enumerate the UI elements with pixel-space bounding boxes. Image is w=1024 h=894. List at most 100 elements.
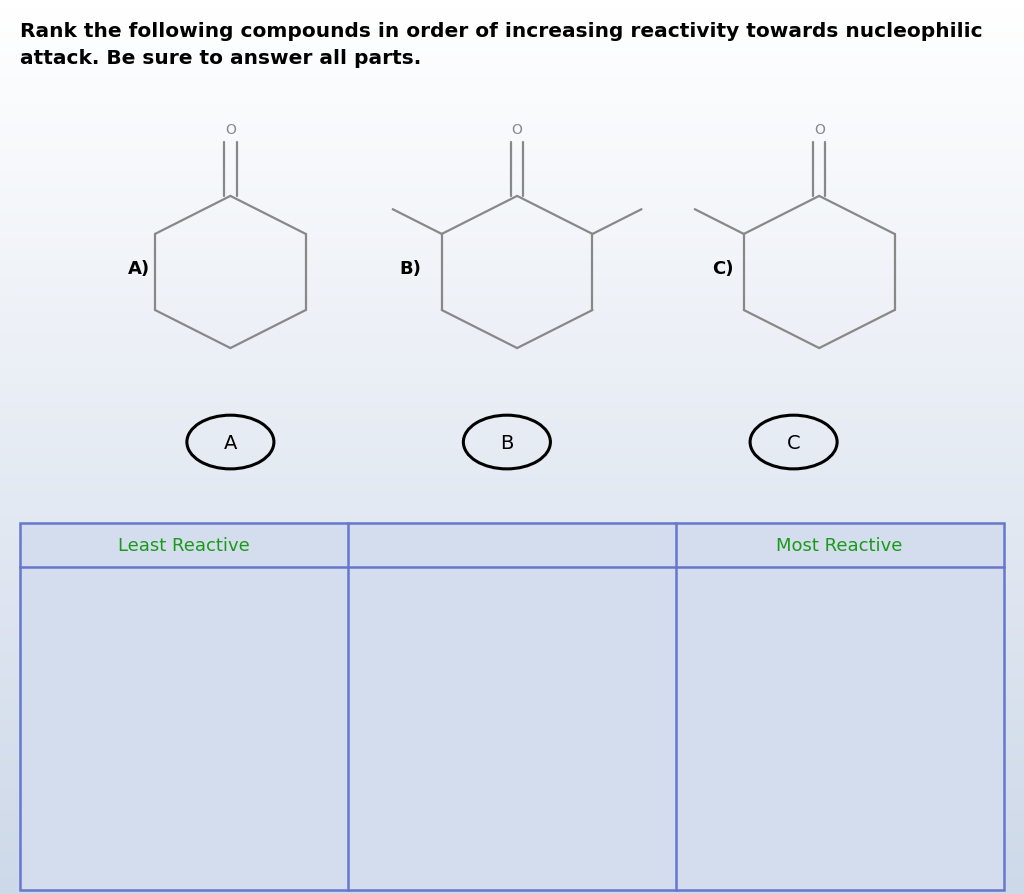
Bar <box>0 331 1024 335</box>
Bar <box>0 201 1024 206</box>
Bar <box>0 791 1024 796</box>
Bar <box>0 246 1024 250</box>
Bar <box>0 639 1024 644</box>
Bar <box>0 143 1024 148</box>
Bar <box>0 353 1024 358</box>
Bar <box>0 536 1024 541</box>
Bar <box>0 250 1024 255</box>
Text: Most Reactive: Most Reactive <box>776 536 903 554</box>
Bar <box>0 755 1024 760</box>
Text: B): B) <box>399 259 421 277</box>
Bar <box>0 425 1024 429</box>
Bar <box>0 54 1024 58</box>
Bar <box>0 434 1024 438</box>
Bar <box>0 760 1024 764</box>
Bar <box>0 662 1024 666</box>
Bar <box>0 733 1024 738</box>
Bar <box>0 371 1024 375</box>
Bar <box>0 130 1024 134</box>
Bar <box>0 174 1024 179</box>
Bar <box>0 49 1024 54</box>
Bar <box>0 827 1024 831</box>
Bar <box>0 796 1024 800</box>
Bar <box>0 492 1024 496</box>
Bar <box>0 349 1024 353</box>
Bar <box>0 876 1024 881</box>
Bar <box>0 358 1024 362</box>
Bar <box>0 872 1024 876</box>
Bar <box>0 375 1024 380</box>
Bar <box>0 818 1024 822</box>
Bar <box>0 782 1024 787</box>
Bar <box>0 586 1024 590</box>
Bar <box>0 179 1024 183</box>
Bar <box>0 148 1024 152</box>
Bar <box>0 98 1024 103</box>
Bar <box>0 94 1024 98</box>
Text: C): C) <box>712 259 733 277</box>
Bar <box>0 554 1024 559</box>
Bar <box>0 805 1024 809</box>
Bar <box>0 483 1024 487</box>
Bar <box>0 809 1024 814</box>
Bar <box>0 45 1024 49</box>
Bar <box>0 107 1024 112</box>
Bar <box>0 443 1024 447</box>
Bar <box>0 219 1024 224</box>
Bar <box>0 264 1024 268</box>
Bar <box>0 282 1024 286</box>
Bar <box>0 612 1024 617</box>
Bar <box>0 858 1024 863</box>
Bar <box>0 317 1024 322</box>
Bar <box>0 80 1024 85</box>
Bar <box>0 836 1024 840</box>
Text: O: O <box>512 122 522 137</box>
Bar <box>0 621 1024 626</box>
Bar <box>0 854 1024 858</box>
Bar <box>0 487 1024 492</box>
Bar <box>0 384 1024 389</box>
Bar <box>0 648 1024 653</box>
Bar <box>0 0 1024 4</box>
Bar <box>0 706 1024 711</box>
Bar <box>0 550 1024 554</box>
Bar <box>0 183 1024 188</box>
Bar <box>0 299 1024 304</box>
Bar <box>0 711 1024 715</box>
Bar <box>0 675 1024 679</box>
Bar <box>0 89 1024 94</box>
Bar <box>0 362 1024 367</box>
Bar <box>0 313 1024 317</box>
Bar <box>0 277 1024 282</box>
Bar <box>0 644 1024 648</box>
Bar <box>0 630 1024 635</box>
Bar <box>0 831 1024 836</box>
Bar <box>0 738 1024 742</box>
Bar <box>0 595 1024 599</box>
Bar <box>0 197 1024 201</box>
Bar <box>0 881 1024 885</box>
Bar <box>0 822 1024 827</box>
Bar <box>0 863 1024 867</box>
Bar <box>0 724 1024 729</box>
Bar <box>0 885 1024 890</box>
Bar <box>20 523 1004 890</box>
Text: A: A <box>223 433 238 452</box>
Bar <box>0 27 1024 31</box>
Bar <box>0 456 1024 460</box>
Bar <box>0 170 1024 174</box>
Bar <box>0 599 1024 603</box>
Bar <box>0 40 1024 45</box>
Bar <box>0 532 1024 536</box>
Bar <box>0 814 1024 818</box>
Bar <box>20 523 1004 890</box>
Bar <box>0 22 1024 27</box>
Bar <box>0 496 1024 501</box>
Bar <box>0 228 1024 232</box>
Bar <box>0 295 1024 299</box>
Bar <box>0 778 1024 782</box>
Bar <box>0 36 1024 40</box>
Bar <box>0 773 1024 778</box>
Bar <box>0 13 1024 18</box>
Bar <box>0 237 1024 241</box>
